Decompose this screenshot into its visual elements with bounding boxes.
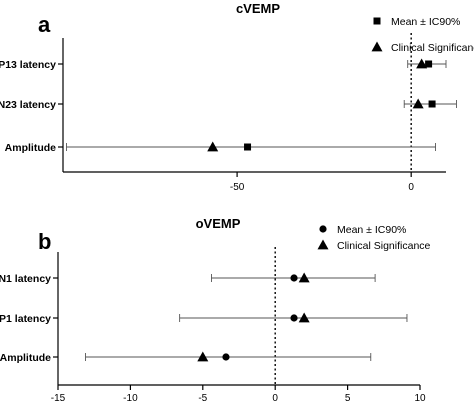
mean-marker bbox=[428, 100, 436, 108]
clinical-significance-marker bbox=[412, 98, 424, 109]
panel-a-row-label: P13 latency bbox=[0, 59, 56, 71]
panel-b-row-label: Amplitude bbox=[0, 352, 51, 364]
panel-a-x-tick-label: -50 bbox=[230, 182, 245, 193]
panel-b-row-label: P1 latency bbox=[0, 313, 51, 325]
panel-a-title: cVEMP bbox=[236, 1, 280, 16]
legend-entry-label: Clinical Significance bbox=[337, 240, 431, 252]
clinical-significance-marker bbox=[416, 58, 428, 69]
panel-a-x-tick-label: 0 bbox=[408, 182, 414, 193]
panel-b-x-tick-label: -10 bbox=[123, 393, 138, 404]
panel-b-row-label: N1 latency bbox=[0, 273, 51, 285]
clinical-significance-marker bbox=[207, 141, 219, 152]
legend-triangle-marker bbox=[317, 239, 329, 250]
clinical-significance-marker bbox=[298, 272, 310, 283]
panel-a-row-label: Amplitude bbox=[5, 142, 56, 154]
panel-b-title: oVEMP bbox=[196, 216, 241, 231]
mean-marker bbox=[290, 314, 298, 322]
panel-b-x-tick-label: -15 bbox=[51, 393, 66, 404]
mean-marker bbox=[425, 60, 433, 68]
panel-b-x-tick-label: -5 bbox=[198, 393, 207, 404]
legend-triangle-marker bbox=[371, 41, 383, 52]
clinical-significance-marker bbox=[298, 312, 310, 323]
mean-marker bbox=[244, 143, 252, 151]
panel-b-x-tick-label: 5 bbox=[345, 393, 351, 404]
panel-b-letter: b bbox=[38, 229, 52, 254]
legend-entry-label: Clinical Significance bbox=[391, 42, 474, 54]
legend-entry-label: Mean ± IC90% bbox=[337, 224, 406, 236]
panel-b-x-tick-label: 0 bbox=[272, 393, 278, 404]
panel-a-row-label: N23 latency bbox=[0, 99, 56, 111]
legend-entry-label: Mean ± IC90% bbox=[391, 16, 460, 28]
panel-b-x-tick-label: 10 bbox=[414, 393, 426, 404]
mean-marker bbox=[222, 353, 230, 361]
legend-circle-marker bbox=[319, 225, 327, 233]
clinical-significance-marker bbox=[197, 351, 209, 362]
legend-square-marker bbox=[373, 17, 381, 25]
panel-a-letter: a bbox=[38, 12, 51, 37]
mean-marker bbox=[290, 274, 298, 282]
